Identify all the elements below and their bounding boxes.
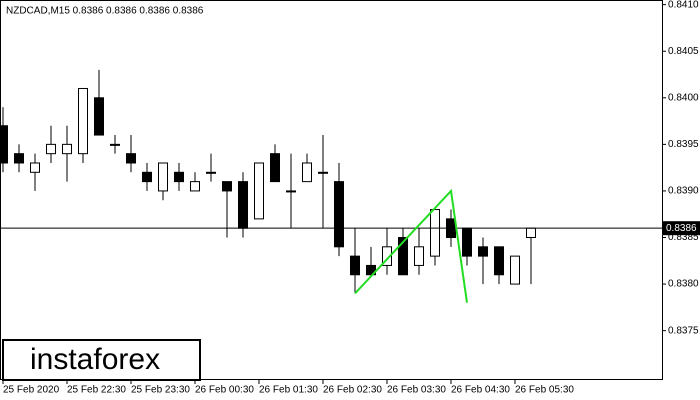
x-tick-label: 26 Feb 05:30 — [515, 385, 574, 396]
pattern-line — [354, 188, 468, 303]
logo: instaforex — [30, 343, 160, 376]
candle-body — [302, 162, 312, 183]
x-tick-label: 26 Feb 02:30 — [323, 385, 382, 396]
x-tick-label: 26 Feb 00:30 — [195, 385, 254, 396]
candle-body — [30, 162, 40, 173]
candle-body — [46, 143, 56, 155]
candle-body — [14, 153, 24, 164]
x-tick-label: 26 Feb 01:30 — [259, 385, 318, 396]
x-tick-label: 26 Feb 03:30 — [387, 385, 446, 396]
y-tick-label: 0.8410 — [668, 0, 699, 10]
candle-body — [62, 143, 72, 155]
candle-body — [78, 87, 88, 155]
candle-body — [174, 171, 184, 183]
y-tick-label: 0.8375 — [668, 325, 699, 336]
y-tick-label: 0.8385 — [668, 232, 699, 243]
candle-body — [478, 246, 488, 257]
price-label-bg — [662, 221, 700, 236]
candle-body — [398, 237, 408, 276]
candle-body — [510, 255, 520, 285]
candle-body — [158, 162, 168, 192]
candle-body — [286, 190, 296, 193]
y-tick-label: 0.8405 — [668, 46, 699, 57]
candle-body — [110, 143, 120, 146]
candle-body — [190, 181, 200, 192]
candle-body — [430, 209, 440, 257]
candle-body — [350, 255, 360, 276]
x-tick-label: 26 Feb 04:30 — [451, 385, 510, 396]
candle-body — [526, 227, 536, 239]
candle-body — [0, 125, 8, 164]
candle-body — [238, 181, 248, 229]
candle-body — [126, 153, 136, 164]
y-tick-label: 0.8380 — [668, 279, 699, 290]
candle-body — [142, 171, 152, 183]
logo-box — [2, 339, 201, 381]
candle-body — [222, 181, 232, 192]
candle-body — [94, 97, 104, 136]
candle-body — [270, 153, 280, 183]
y-tick-label: 0.8400 — [668, 92, 699, 103]
chart-title: NZDCAD,M15 0.8386 0.8386 0.8386 0.8386 — [6, 6, 204, 17]
x-tick-label: 25 Feb 23:30 — [131, 385, 190, 396]
candle-body — [254, 162, 264, 220]
candle-body — [462, 227, 472, 257]
candle-body — [382, 246, 392, 266]
x-tick-label: 25 Feb 22:30 — [67, 385, 126, 396]
x-tick-label: 25 Feb 2020 — [3, 385, 60, 396]
price-label: 0.8386 — [666, 223, 697, 234]
candle-body — [414, 246, 424, 266]
candle-body — [206, 171, 216, 174]
plot-frame — [0, 0, 663, 380]
y-tick-label: 0.8390 — [668, 186, 699, 197]
candle-body — [318, 171, 328, 174]
candle-body — [334, 181, 344, 248]
candle-body — [494, 246, 504, 276]
y-tick-label: 0.8395 — [668, 139, 699, 150]
